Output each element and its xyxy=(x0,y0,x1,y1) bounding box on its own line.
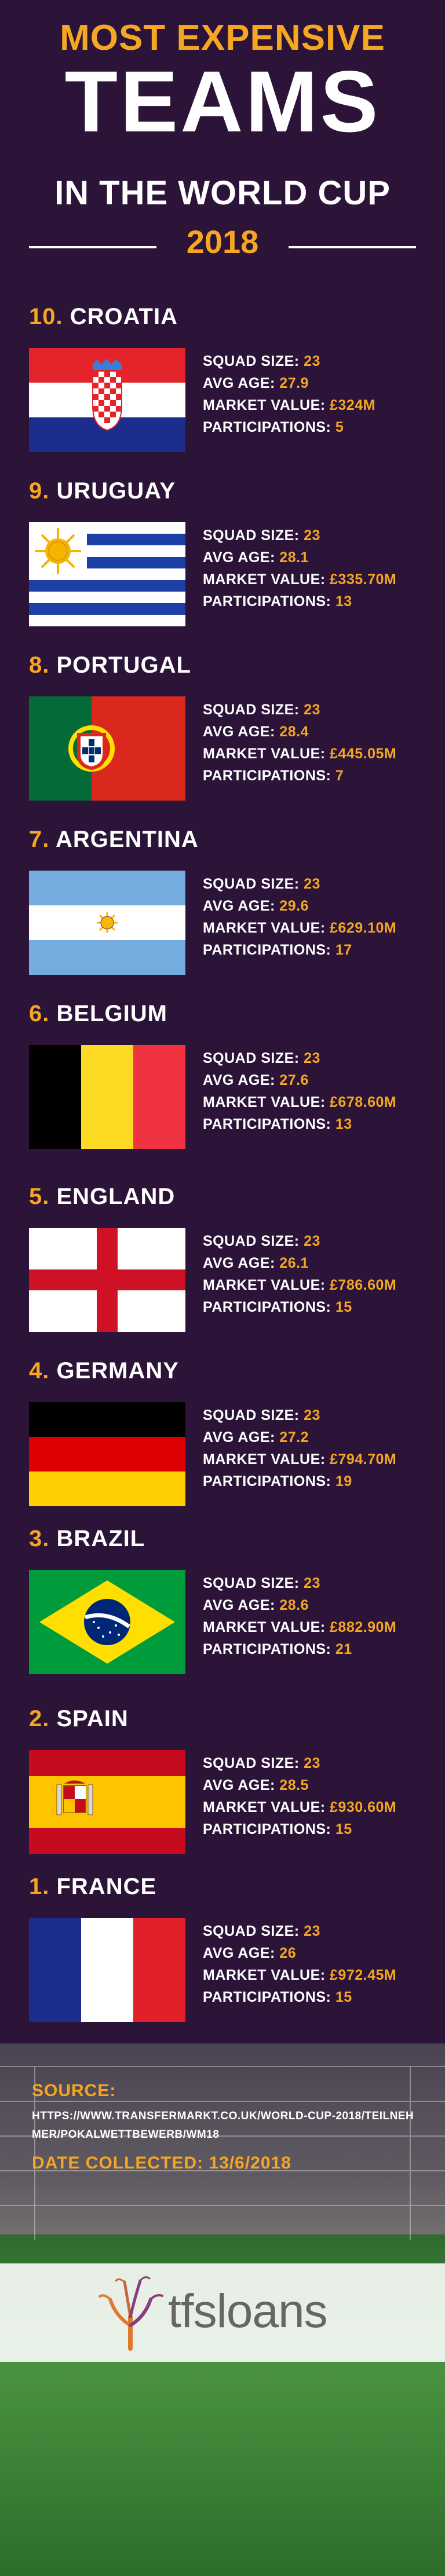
squad-size-value: 23 xyxy=(304,1050,320,1066)
team-portugal: 8. PORTUGAL SQUAD SIZE: 23 AVG AGE: 28.4… xyxy=(29,652,435,814)
avg-age-value: 27.2 xyxy=(279,1429,309,1445)
team-argentina: 7. ARGENTINA SQUAD SIZE: 23 AVG AGE: 29.… xyxy=(29,827,435,989)
participations-value: 19 xyxy=(335,1473,352,1489)
participations-value: 17 xyxy=(335,942,352,958)
avg-age-value: 29.6 xyxy=(279,898,309,914)
team-stats: SQUAD SIZE: 23 AVG AGE: 28.1 MARKET VALU… xyxy=(203,527,397,610)
avg-age-value: 28.6 xyxy=(279,1597,309,1613)
spain-flag-icon xyxy=(29,1750,185,1854)
squad-size-value: 23 xyxy=(304,702,320,718)
brazil-flag-icon xyxy=(29,1570,185,1674)
squad-size-value: 23 xyxy=(304,1575,320,1591)
uruguay-flag-icon xyxy=(29,522,185,626)
team-title: 3. BRAZIL xyxy=(29,1526,145,1551)
participations-value: 15 xyxy=(335,1821,352,1837)
market-value: £629.10M xyxy=(330,920,397,936)
team-france: 1. FRANCE SQUAD SIZE: 23 AVG AGE: 26 MAR… xyxy=(29,1874,435,2036)
team-stats: SQUAD SIZE: 23 AVG AGE: 26 MARKET VALUE:… xyxy=(203,1923,397,2005)
argentina-flag-icon xyxy=(29,871,185,975)
team-title: 9. URUGUAY xyxy=(29,478,176,504)
divider-left xyxy=(29,246,156,248)
participations-value: 15 xyxy=(335,1989,352,2005)
squad-size-value: 23 xyxy=(304,353,320,369)
team-title: 2. SPAIN xyxy=(29,1706,129,1731)
team-stats: SQUAD SIZE: 23 AVG AGE: 28.5 MARKET VALU… xyxy=(203,1755,397,1837)
avg-age-value: 28.1 xyxy=(279,549,309,566)
title-year: 2018 xyxy=(186,223,259,260)
avg-age-value: 28.5 xyxy=(279,1777,309,1793)
team-germany: 4. GERMANY SQUAD SIZE: 23 AVG AGE: 27.2 … xyxy=(29,1358,435,1520)
participations-value: 7 xyxy=(335,768,344,784)
goal-net-graphic xyxy=(0,2066,445,2240)
team-stats: SQUAD SIZE: 23 AVG AGE: 29.6 MARKET VALU… xyxy=(203,876,397,958)
title-line-1: MOST EXPENSIVE xyxy=(60,18,385,58)
logo-band: tfsloans xyxy=(0,2263,445,2362)
team-belgium: 6. BELGIUM SQUAD SIZE: 23 AVG AGE: 27.6 … xyxy=(29,1001,435,1163)
stadium-backdrop xyxy=(0,2043,445,2263)
avg-age-value: 26.1 xyxy=(279,1255,309,1271)
portugal-flag-icon xyxy=(29,696,185,801)
title-line-2: TEAMS xyxy=(64,53,381,150)
squad-size-value: 23 xyxy=(304,527,320,544)
participations-value: 21 xyxy=(335,1641,352,1657)
avg-age-value: 26 xyxy=(279,1945,297,1961)
avg-age-value: 27.6 xyxy=(279,1072,309,1088)
squad-size-value: 23 xyxy=(304,1233,320,1249)
source-url[interactable]: HTTPS://WWW.TRANSFERMARKT.CO.UK/WORLD-CU… xyxy=(32,2110,414,2141)
date-collected: DATE COLLECTED: 13/6/2018 xyxy=(32,2153,291,2173)
participations-value: 13 xyxy=(335,593,352,610)
divider-right xyxy=(289,246,416,248)
team-stats: SQUAD SIZE: 23 AVG AGE: 26.1 MARKET VALU… xyxy=(203,1233,397,1315)
market-value: £972.45M xyxy=(330,1967,397,1983)
france-flag-icon xyxy=(29,1918,185,2022)
team-title: 1. FRANCE xyxy=(29,1874,157,1899)
team-spain: 2. SPAIN SQUAD SIZE: 23 AVG AGE: 28.5 MA… xyxy=(29,1706,435,1868)
croatia-flag-icon xyxy=(29,348,185,452)
team-stats: SQUAD SIZE: 23 AVG AGE: 27.9 MARKET VALU… xyxy=(203,353,375,435)
avg-age-value: 27.9 xyxy=(279,375,309,391)
team-croatia: 10. CROATIA xyxy=(29,304,435,466)
market-value: £794.70M xyxy=(330,1451,397,1467)
team-stats: SQUAD SIZE: 23 AVG AGE: 28.6 MARKET VALU… xyxy=(203,1575,397,1657)
germany-flag-icon xyxy=(29,1402,185,1506)
market-value: £335.70M xyxy=(330,571,397,588)
squad-size-value: 23 xyxy=(304,1923,320,1939)
market-value: £445.05M xyxy=(330,746,397,762)
england-flag-icon xyxy=(29,1228,185,1332)
team-england: 5. ENGLAND SQUAD SIZE: 23 AVG AGE: 26.1 … xyxy=(29,1184,435,1346)
participations-value: 13 xyxy=(335,1116,352,1132)
title-line-3: IN THE WORLD CUP xyxy=(54,174,391,212)
participations-value: 15 xyxy=(335,1299,352,1315)
squad-size-value: 23 xyxy=(304,1755,320,1771)
squad-size-value: 23 xyxy=(304,1407,320,1423)
team-uruguay: 9. URUGUAY SQUAD SIZE: 23 AVG xyxy=(29,478,435,640)
team-brazil: 3. BRAZIL SQUAD SIZE: 23 AVG AGE: 28.6 M… xyxy=(29,1526,435,1688)
team-stats: SQUAD SIZE: 23 AVG AGE: 28.4 MARKET VALU… xyxy=(203,702,397,784)
team-stats: SQUAD SIZE: 23 AVG AGE: 27.2 MARKET VALU… xyxy=(203,1407,397,1489)
team-title: 6. BELGIUM xyxy=(29,1001,167,1026)
squad-size-value: 23 xyxy=(304,876,320,892)
team-title: 4. GERMANY xyxy=(29,1358,179,1384)
team-stats: SQUAD SIZE: 23 AVG AGE: 27.6 MARKET VALU… xyxy=(203,1050,397,1132)
market-value: £324M xyxy=(330,397,375,413)
year-row: 2018 xyxy=(29,223,416,263)
participations-value: 5 xyxy=(335,419,344,435)
tree-logo-icon xyxy=(99,2276,163,2351)
team-title: 5. ENGLAND xyxy=(29,1184,176,1209)
team-title: 8. PORTUGAL xyxy=(29,652,191,678)
source-label: SOURCE: xyxy=(32,2081,116,2100)
market-value: £786.60M xyxy=(330,1277,397,1293)
belgium-flag-icon xyxy=(29,1045,185,1149)
market-value: £678.60M xyxy=(330,1094,397,1110)
avg-age-value: 28.4 xyxy=(279,724,309,740)
team-title: 7. ARGENTINA xyxy=(29,827,199,852)
team-title: 10. CROATIA xyxy=(29,304,178,329)
market-value: £930.60M xyxy=(330,1799,397,1815)
market-value: £882.90M xyxy=(330,1619,397,1635)
tfsloans-logo-text: tfsloans xyxy=(168,2285,328,2338)
